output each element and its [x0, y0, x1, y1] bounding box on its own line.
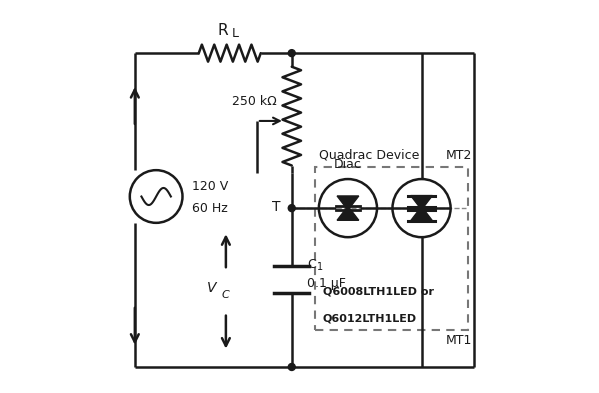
- Text: Quadrac Device: Quadrac Device: [319, 149, 419, 162]
- Text: L: L: [232, 27, 238, 40]
- Text: Q6012LTH1LED: Q6012LTH1LED: [323, 314, 417, 323]
- Bar: [315, 167, 468, 330]
- Text: C: C: [307, 258, 316, 271]
- Circle shape: [288, 50, 295, 57]
- Text: 60 Hz: 60 Hz: [192, 202, 228, 215]
- Polygon shape: [337, 206, 359, 220]
- Text: 0.1 μF: 0.1 μF: [307, 277, 346, 290]
- Text: Diac: Diac: [334, 158, 362, 171]
- Polygon shape: [411, 207, 432, 221]
- Text: Q6008LTH1LED or: Q6008LTH1LED or: [323, 286, 434, 296]
- Text: 120 V: 120 V: [192, 180, 228, 193]
- Text: MT1: MT1: [446, 334, 472, 347]
- Text: 1: 1: [317, 262, 323, 272]
- Text: T: T: [271, 200, 280, 214]
- Text: 250 kΩ: 250 kΩ: [231, 95, 276, 108]
- Circle shape: [288, 205, 295, 211]
- Text: C: C: [222, 290, 230, 300]
- Polygon shape: [337, 196, 359, 210]
- Text: V: V: [207, 281, 216, 294]
- Polygon shape: [411, 196, 432, 210]
- Circle shape: [288, 364, 295, 371]
- Text: MT2: MT2: [446, 149, 472, 162]
- Text: R: R: [217, 23, 228, 38]
